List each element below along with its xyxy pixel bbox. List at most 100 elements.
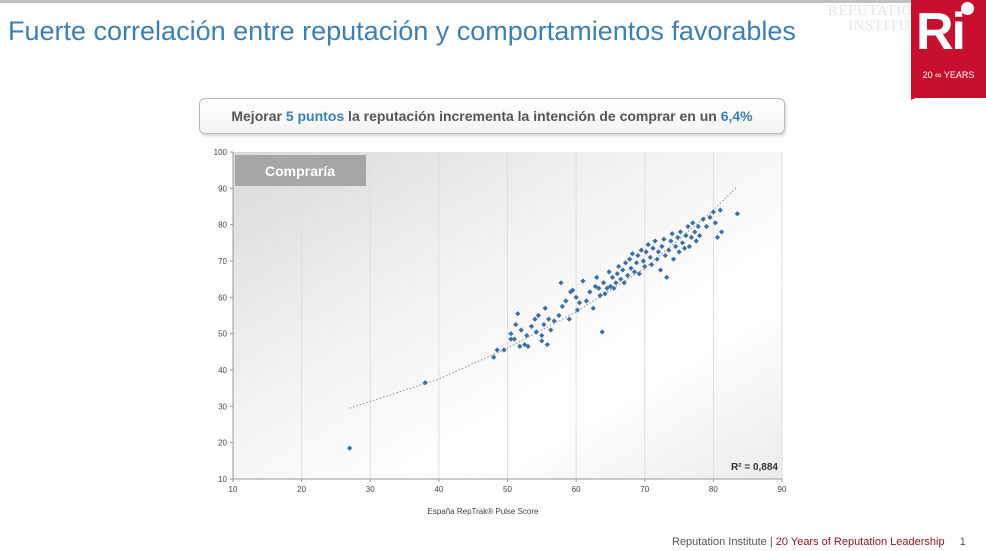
scatter-point xyxy=(546,316,552,322)
scatter-point xyxy=(655,249,662,255)
scatter-point xyxy=(669,231,675,237)
scatter-point xyxy=(661,236,667,242)
scatter-point xyxy=(633,260,640,266)
scatter-point xyxy=(620,267,626,273)
scatter-point xyxy=(649,262,655,268)
scatter-point xyxy=(628,265,634,271)
x-tick-label: 90 xyxy=(778,485,787,494)
scatter-point xyxy=(594,274,600,280)
scatter-point xyxy=(592,283,598,290)
scatter-point xyxy=(693,238,699,244)
scatter-point xyxy=(347,445,353,451)
scatter-point xyxy=(570,287,576,293)
scatter-point xyxy=(513,321,519,328)
scatter-point xyxy=(611,285,617,291)
scatter-point xyxy=(618,276,624,282)
scatter-point xyxy=(539,338,545,344)
scatter-point xyxy=(697,232,703,239)
chart-title-box xyxy=(235,155,366,186)
scatter-point xyxy=(650,245,656,251)
y-tick-label: 50 xyxy=(218,330,227,339)
scatter-point xyxy=(524,332,530,339)
scatter-point xyxy=(679,240,686,246)
scatter-point xyxy=(662,252,668,259)
scatter-point xyxy=(597,292,603,299)
scatter-point xyxy=(528,323,535,329)
scatter-point xyxy=(664,274,670,280)
scatter-point xyxy=(515,311,521,317)
callout-text-1: Mejorar xyxy=(231,108,286,124)
scatter-point xyxy=(717,207,723,213)
scatter-point xyxy=(643,249,649,255)
y-tick-label: 80 xyxy=(218,221,227,230)
scatter-point xyxy=(635,252,641,259)
scatter-point xyxy=(501,347,507,353)
ri-logo-dot-icon xyxy=(961,2,974,15)
callout-highlight-points: 5 puntos xyxy=(285,108,345,124)
scatter-point xyxy=(556,312,562,319)
scatter-point xyxy=(627,256,633,262)
scatter-point xyxy=(525,343,531,349)
scatter-point xyxy=(590,305,596,311)
scatter-point xyxy=(670,256,677,262)
scatter-point xyxy=(714,234,721,240)
scatter-point xyxy=(712,220,719,226)
scatter-point xyxy=(692,229,698,235)
x-tick-label: 50 xyxy=(503,485,512,494)
scatter-point xyxy=(511,336,517,342)
scatter-point xyxy=(508,331,514,337)
scatter-point xyxy=(654,256,660,262)
footer: Reputation Institute | 20 Years of Reput… xyxy=(672,536,966,548)
y-tick-label: 60 xyxy=(218,293,227,302)
ri-logo-letters: Ri xyxy=(916,3,966,61)
scatter-point xyxy=(681,245,688,251)
y-tick-label: 40 xyxy=(218,366,227,375)
scatter-point xyxy=(621,280,627,286)
scatter-point xyxy=(587,289,593,295)
y-tick-label: 20 xyxy=(218,439,227,448)
footer-separator: | xyxy=(769,536,773,548)
y-tick-label: 100 xyxy=(214,148,228,157)
scatter-point xyxy=(600,280,607,286)
scatter-point xyxy=(606,269,612,275)
ri-years-infinity-icon: ∞ xyxy=(935,70,942,80)
chart-title: Compraría xyxy=(265,163,335,179)
gridlines xyxy=(301,152,783,479)
scatter-point xyxy=(647,254,653,260)
scatter-point xyxy=(574,307,581,313)
scatter-point xyxy=(613,280,619,286)
top-rule xyxy=(0,0,986,3)
scatter-point xyxy=(622,260,629,266)
callout-highlight-percent: 6,4% xyxy=(720,108,753,124)
x-tick-label: 80 xyxy=(709,485,718,494)
x-tick-label: 20 xyxy=(297,485,306,494)
scatter-point xyxy=(551,318,557,324)
scatter-point xyxy=(614,271,620,277)
ri-years-number: 20 xyxy=(922,70,933,80)
scatter-point xyxy=(544,341,550,348)
scatter-point xyxy=(631,269,638,275)
ri-logo-badge: Ri 20 ∞ YEARS xyxy=(911,0,986,100)
scatter-point xyxy=(640,258,646,264)
scatter-point xyxy=(532,316,538,322)
x-axis-title: España RepTrak® Pulse Score xyxy=(428,507,540,516)
scatter-point xyxy=(700,216,706,222)
watermark-line-2: INSTITUTE xyxy=(848,18,930,34)
scatter-point xyxy=(583,298,590,304)
r2-label: R² = 0,884 xyxy=(731,462,778,473)
callout-text-2: la reputación incrementa la intención de… xyxy=(344,108,721,124)
scatter-point xyxy=(695,223,701,230)
scatter-point xyxy=(568,289,574,295)
scatter-point xyxy=(645,242,651,248)
scatter-point xyxy=(734,211,740,217)
y-tick-label: 90 xyxy=(218,184,227,193)
scatter-point xyxy=(685,223,691,230)
y-tick-label: 30 xyxy=(218,402,227,411)
scatter-point xyxy=(683,232,689,239)
scatter-point xyxy=(636,271,642,277)
scatter-point xyxy=(508,336,514,342)
scatter-point xyxy=(668,238,674,244)
axis-ticks: 10 20 30 40 50 60 70 80 90 10 20 30 40 50 60 70 80 90 100 xyxy=(214,148,787,494)
scatter-point xyxy=(563,298,569,304)
